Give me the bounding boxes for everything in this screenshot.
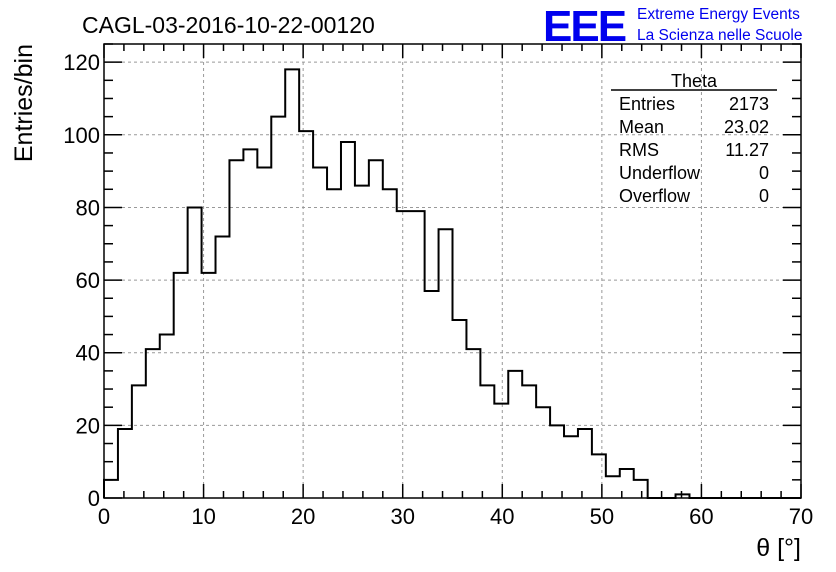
histogram-bin (341, 142, 355, 498)
histogram-bin (425, 291, 439, 498)
histogram-bin (202, 273, 216, 498)
stats-box-title: Theta (671, 71, 718, 91)
tick-labels: 0 10 20 30 40 50 60 70 0 20 40 60 80 100 120 (63, 50, 813, 529)
x-tick-label: 70 (789, 504, 813, 529)
plot-frame (103, 43, 802, 499)
x-tick-label: 50 (590, 504, 614, 529)
histogram-bin (299, 131, 313, 498)
stats-row-value: 0 (759, 163, 769, 183)
histogram-bin (216, 236, 230, 498)
y-tick-label: 0 (88, 486, 100, 511)
histogram-bin (355, 186, 369, 498)
stats-row-label: Overflow (619, 186, 691, 206)
histogram-bin (578, 429, 592, 498)
histogram-outline (103, 68, 801, 499)
histogram-bin (243, 149, 257, 498)
histogram-bin (606, 476, 620, 498)
y-tick-label: 40 (76, 341, 100, 366)
histogram-bin (439, 229, 453, 498)
x-tick-label: 0 (98, 504, 110, 529)
histogram-bin (229, 160, 243, 498)
histogram-bin (480, 385, 494, 498)
histogram-bin (592, 454, 606, 498)
stats-row-label: Entries (619, 94, 675, 114)
stats-row-label: Mean (619, 117, 664, 137)
histogram-bin (104, 480, 118, 498)
eee-logo-line2: La Scienza nelle Scuole (637, 27, 802, 44)
y-tick-label: 120 (63, 50, 100, 75)
x-tick-label: 60 (689, 504, 713, 529)
histogram-bin (188, 207, 202, 498)
histogram-bin (453, 320, 467, 498)
histogram-bin (271, 117, 285, 498)
stats-row-value: 0 (759, 186, 769, 206)
histogram-bin (132, 385, 146, 498)
histogram-bin (174, 273, 188, 498)
stats-row-value: 11.27 (725, 140, 769, 160)
y-tick-label: 20 (76, 413, 100, 438)
chart-title: CAGL-03-2016-10-22-00120 (82, 12, 375, 38)
eee-logo-mark: EEE (543, 2, 626, 51)
histogram-bin (634, 480, 648, 498)
histogram-bin (313, 167, 327, 498)
histogram-bin (327, 189, 341, 498)
histogram-bin (160, 335, 174, 498)
stats-row-label: RMS (619, 140, 659, 160)
stats-row-label: Underflow (619, 163, 701, 183)
histogram-bin (564, 436, 578, 498)
histogram-bin (522, 385, 536, 498)
histogram-bin (118, 429, 132, 498)
y-axis-label: Entries/bin (10, 44, 38, 162)
stats-row-value: 2173 (729, 94, 769, 114)
stats-box: Theta Entries 2173 Mean 23.02 RMS 11.27 Underf… (611, 71, 777, 206)
histogram (103, 68, 801, 499)
histogram-bin (146, 349, 160, 498)
histogram-bin (383, 189, 397, 498)
x-tick-label: 10 (191, 504, 215, 529)
x-tick-label: 20 (291, 504, 315, 529)
histogram-bin (285, 69, 299, 498)
y-tick-label: 100 (63, 123, 100, 148)
y-tick-label: 80 (76, 195, 100, 220)
histogram-bin (536, 407, 550, 498)
histogram-bin (494, 404, 508, 498)
histogram-bin (550, 425, 564, 498)
histogram-bin (411, 211, 425, 498)
histogram-bin (369, 160, 383, 498)
histogram-bin (257, 167, 271, 498)
histogram-bin (466, 349, 480, 498)
x-tick-label: 30 (390, 504, 414, 529)
x-tick-label: 40 (490, 504, 514, 529)
stats-box-rows: Entries 2173 Mean 23.02 RMS 11.27 Underflow 0 Ov… (619, 94, 769, 206)
y-tick-label: 60 (76, 268, 100, 293)
eee-logo: EEE Extreme Energy Events La Scienza nel… (543, 2, 802, 51)
stats-row-value: 23.02 (724, 117, 769, 137)
axis-ticks (103, 43, 802, 499)
histogram-bin (508, 371, 522, 498)
x-axis-label: θ [°] (756, 534, 801, 562)
histogram-bin (397, 211, 411, 498)
eee-logo-line1: Extreme Energy Events (637, 6, 800, 23)
